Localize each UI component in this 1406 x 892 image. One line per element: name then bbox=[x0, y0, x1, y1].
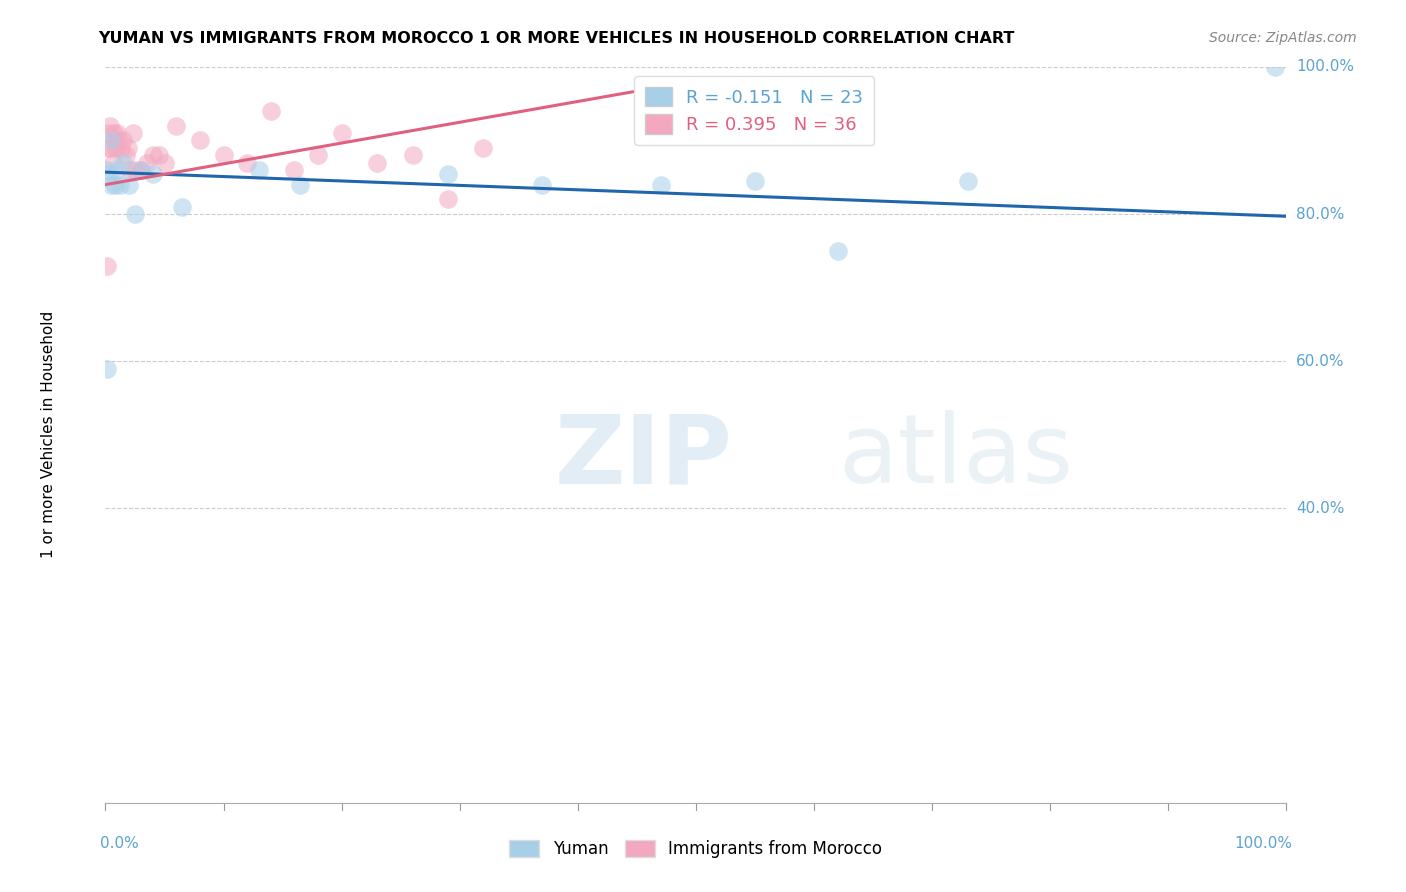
Point bbox=[366, 155, 388, 169]
Point bbox=[114, 148, 136, 162]
Point bbox=[129, 163, 152, 178]
Point bbox=[129, 163, 152, 178]
Text: 60.0%: 60.0% bbox=[1296, 354, 1344, 368]
Text: 100.0%: 100.0% bbox=[1234, 836, 1292, 851]
Point bbox=[472, 141, 495, 155]
Text: ZIP: ZIP bbox=[554, 410, 733, 503]
Point bbox=[103, 126, 125, 140]
Point bbox=[956, 174, 979, 188]
Point bbox=[117, 141, 139, 155]
Point bbox=[124, 163, 146, 178]
Point bbox=[104, 133, 127, 147]
Text: 1 or more Vehicles in Household: 1 or more Vehicles in Household bbox=[41, 311, 56, 558]
Point bbox=[437, 193, 460, 207]
Point bbox=[153, 155, 176, 169]
Text: 0.0%: 0.0% bbox=[100, 836, 138, 851]
Point bbox=[148, 148, 170, 162]
Point bbox=[108, 178, 131, 192]
Point bbox=[96, 163, 118, 178]
Point bbox=[96, 361, 118, 376]
Point bbox=[97, 126, 120, 140]
Text: Source: ZipAtlas.com: Source: ZipAtlas.com bbox=[1209, 31, 1357, 45]
Point bbox=[437, 167, 460, 181]
Point bbox=[531, 178, 554, 192]
Point bbox=[212, 148, 235, 162]
Point bbox=[104, 178, 127, 192]
Point bbox=[100, 178, 122, 192]
Point bbox=[135, 155, 157, 169]
Point bbox=[118, 178, 141, 192]
Point bbox=[290, 178, 312, 192]
Point bbox=[107, 133, 129, 147]
Point bbox=[188, 133, 211, 147]
Point bbox=[112, 133, 135, 147]
Point bbox=[121, 126, 143, 140]
Point bbox=[637, 119, 659, 133]
Legend: Yuman, Immigrants from Morocco: Yuman, Immigrants from Morocco bbox=[503, 833, 889, 864]
Point bbox=[330, 126, 353, 140]
Text: YUMAN VS IMMIGRANTS FROM MOROCCO 1 OR MORE VEHICLES IN HOUSEHOLD CORRELATION CHA: YUMAN VS IMMIGRANTS FROM MOROCCO 1 OR MO… bbox=[98, 31, 1015, 46]
Point bbox=[105, 126, 128, 140]
Text: 40.0%: 40.0% bbox=[1296, 501, 1344, 516]
Point bbox=[247, 163, 270, 178]
Point bbox=[98, 141, 121, 155]
Point bbox=[142, 167, 165, 181]
Point bbox=[142, 148, 165, 162]
Text: 100.0%: 100.0% bbox=[1296, 60, 1354, 74]
Point bbox=[307, 148, 329, 162]
Point bbox=[105, 141, 128, 155]
Point bbox=[96, 259, 118, 273]
Point bbox=[650, 178, 672, 192]
Point bbox=[260, 103, 283, 118]
Point bbox=[110, 141, 132, 155]
Point bbox=[236, 155, 259, 169]
Point bbox=[100, 141, 122, 155]
Point bbox=[172, 200, 194, 214]
Point bbox=[105, 163, 128, 178]
Point bbox=[165, 119, 187, 133]
Point bbox=[98, 167, 121, 181]
Point bbox=[112, 155, 135, 169]
Point bbox=[744, 174, 766, 188]
Text: atlas: atlas bbox=[838, 410, 1073, 503]
Point bbox=[100, 133, 122, 147]
Point bbox=[1264, 60, 1286, 74]
Point bbox=[98, 119, 121, 133]
Point bbox=[101, 155, 124, 169]
Point bbox=[120, 163, 142, 178]
Point bbox=[827, 244, 849, 258]
Point bbox=[124, 207, 146, 221]
Text: 80.0%: 80.0% bbox=[1296, 207, 1344, 221]
Point bbox=[283, 163, 305, 178]
Point bbox=[401, 148, 423, 162]
